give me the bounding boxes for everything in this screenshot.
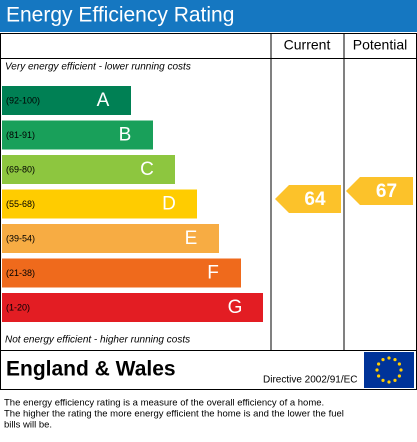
- band-range: (39-54): [6, 233, 35, 243]
- rating-arrow: [346, 177, 413, 205]
- title-bar: [0, 0, 417, 32]
- top-note: Very energy efficient - lower running co…: [5, 62, 191, 73]
- band-letter: B: [119, 125, 132, 146]
- bottom-note: Not energy efficient - higher running co…: [5, 335, 190, 346]
- band-range: (69-80): [6, 164, 35, 174]
- region: England & Wales: [6, 358, 176, 381]
- band-range: (21-38): [6, 268, 35, 278]
- band-bar: [2, 293, 263, 322]
- band-letter: A: [97, 90, 110, 111]
- band-letter: D: [162, 194, 176, 215]
- band-range: (55-68): [6, 199, 35, 209]
- flag-star: [377, 362, 381, 366]
- band-letter: F: [207, 263, 219, 284]
- band-range: (81-91): [6, 130, 35, 140]
- column-header: Current: [284, 37, 331, 53]
- band-bar: [2, 155, 175, 184]
- footer-line: The higher the rating the more energy ef…: [4, 409, 344, 420]
- band-bar: [2, 86, 131, 115]
- title: Energy Efficiency Rating: [6, 4, 234, 27]
- rating-arrow: [275, 185, 341, 213]
- footer-line: bills will be.: [4, 420, 52, 431]
- flag-star: [381, 378, 385, 382]
- footer-line: The energy efficiency rating is a measur…: [4, 398, 324, 409]
- flag-star: [393, 378, 397, 382]
- rating-value: 64: [304, 189, 326, 210]
- band-range: (1-20): [6, 302, 30, 312]
- flag-star: [399, 368, 403, 372]
- flag-star: [397, 374, 401, 378]
- rating-value: 67: [376, 181, 397, 202]
- flag-star: [387, 356, 391, 360]
- flag-star: [387, 380, 391, 384]
- band-bar: [2, 224, 219, 253]
- band-letter: E: [185, 228, 198, 249]
- band-bar: [2, 120, 153, 150]
- band-bar: [2, 189, 197, 219]
- flag-star: [397, 362, 401, 366]
- flag-star: [377, 374, 381, 378]
- eu-flag: [364, 352, 414, 388]
- directive: Directive 2002/91/EC: [263, 375, 358, 386]
- band-letter: G: [228, 297, 243, 318]
- band-range: (92-100): [6, 95, 40, 105]
- column-header: Potential: [353, 37, 407, 53]
- band-bar: [2, 258, 241, 288]
- band-letter: C: [140, 159, 154, 180]
- flag-star: [381, 358, 385, 362]
- flag-star: [393, 358, 397, 362]
- flag-star: [375, 368, 379, 372]
